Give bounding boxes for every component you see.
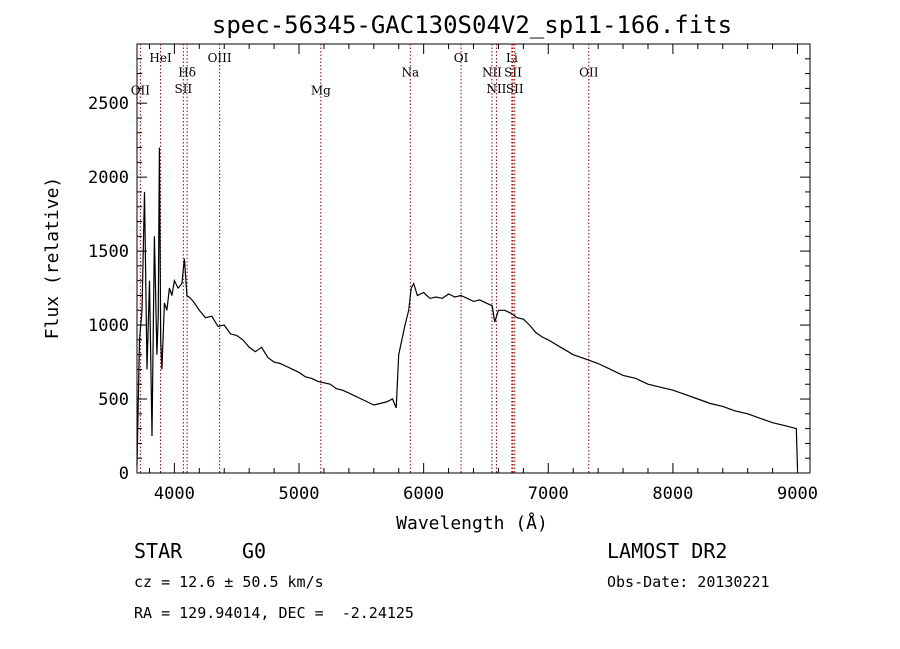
- star-type: STAR: [134, 539, 183, 563]
- line-label-nii: NII: [482, 66, 502, 80]
- spectrum-series-line: [136, 147, 799, 469]
- line-label-oii: OII: [131, 83, 151, 97]
- plot-frame: [136, 43, 811, 474]
- line-label-sii: SII: [175, 82, 193, 96]
- line-label-li: Li: [506, 51, 518, 65]
- x-tick-label: 9000: [777, 484, 818, 504]
- x-tick-label: 7000: [528, 484, 569, 504]
- x-tick-label: 8000: [652, 484, 693, 504]
- x-tick-label: 4000: [154, 484, 195, 504]
- redshift-cz: cz = 12.6 ± 50.5 km/s: [134, 573, 324, 591]
- y-tick-label: 2500: [88, 94, 129, 114]
- survey-name: LAMOST DR2: [607, 539, 728, 563]
- line-label-na: Na: [401, 66, 419, 80]
- line-label-hδ: Hδ: [178, 66, 196, 80]
- y-axis: 0 500 1000 1500 2000 2500: [88, 58, 810, 484]
- line-label-oii: OII: [579, 66, 599, 80]
- x-axis: 4000 5000 6000 7000 8000 9000: [148, 44, 818, 504]
- chart-title: spec-56345-GAC130S04V2_sp11-166.fits: [212, 11, 732, 39]
- line-label-hei: HeI: [149, 51, 172, 65]
- line-label-sii: SII: [506, 82, 524, 96]
- y-tick-label: 0: [119, 464, 129, 484]
- line-label-sii: SII: [504, 66, 522, 80]
- line-label-nii: NII: [486, 82, 506, 96]
- star-subclass: G0: [242, 539, 267, 563]
- line-label-oiii: OIII: [208, 51, 232, 65]
- obs-date: Obs-Date: 20130221: [607, 573, 770, 591]
- y-tick-label: 1000: [88, 316, 129, 336]
- y-tick-label: 1500: [88, 242, 129, 262]
- y-axis-label: Flux (relative): [42, 177, 63, 340]
- ra-dec: RA = 129.94014, DEC = -2.24125: [134, 604, 414, 622]
- x-axis-label: Wavelength (Å): [396, 512, 548, 534]
- y-tick-label: 500: [98, 390, 129, 410]
- line-label-oi: OI: [454, 51, 469, 65]
- x-tick-label: 6000: [403, 484, 444, 504]
- x-tick-label: 5000: [279, 484, 320, 504]
- line-label-mg: Mg: [311, 83, 331, 97]
- y-tick-label: 2000: [88, 168, 129, 188]
